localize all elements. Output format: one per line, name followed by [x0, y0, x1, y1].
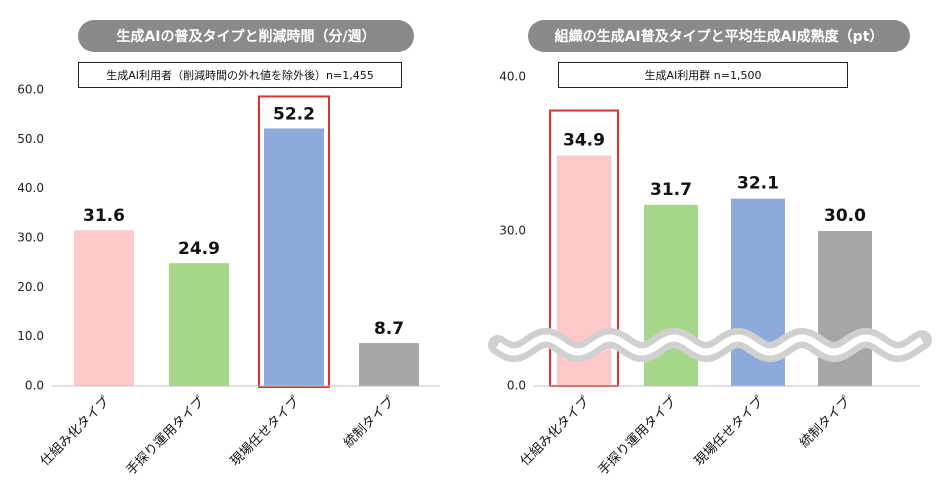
y-tick-label: 30.0: [17, 231, 44, 245]
y-tick-label: 40.0: [17, 181, 44, 195]
x-tick-label: 仕組み化タイプ: [518, 394, 593, 469]
data-label: 24.9: [178, 239, 220, 259]
y-tick-label: 50.0: [17, 132, 44, 146]
data-label: 31.6: [83, 206, 125, 226]
right-chart-title: 組織の生成AI普及タイプと平均生成AI成熟度（pt）: [528, 20, 910, 52]
data-label: 34.9: [563, 131, 605, 151]
data-label: 31.7: [650, 180, 692, 200]
x-tick-label: 統制タイプ: [797, 394, 854, 451]
y-tick-label: 30.0: [499, 224, 526, 238]
bar: [264, 128, 324, 387]
bar: [74, 230, 134, 386]
bar: [818, 231, 872, 386]
x-tick-label: 手探り運用タイプ: [596, 394, 680, 478]
data-label: 8.7: [374, 319, 404, 339]
y-tick-label: 0.0: [507, 379, 526, 393]
left-chart-sample-note: 生成AI利用者（削減時間の外れ値を除外後）n=1,455: [78, 62, 402, 88]
axis-break-gap: [495, 334, 924, 356]
left-chart-title: 生成AIの普及タイプと削減時間（分/週）: [78, 20, 414, 52]
highlight-frame: [258, 95, 330, 388]
right-chart-sample-note: 生成AI利用群 n=1,500: [558, 62, 848, 88]
y-tick-label: 20.0: [17, 280, 44, 294]
x-tick-label: 現場任せタイプ: [692, 394, 767, 469]
bar: [359, 343, 419, 386]
bar: [169, 263, 229, 386]
y-tick-label: 60.0: [17, 83, 44, 97]
y-tick-label: 10.0: [17, 329, 44, 343]
y-tick-label: 0.0: [25, 379, 44, 393]
data-label: 30.0: [824, 206, 866, 226]
data-label: 32.1: [737, 174, 779, 194]
y-tick-label: 40.0: [499, 70, 526, 84]
data-label: 52.2: [273, 104, 315, 124]
